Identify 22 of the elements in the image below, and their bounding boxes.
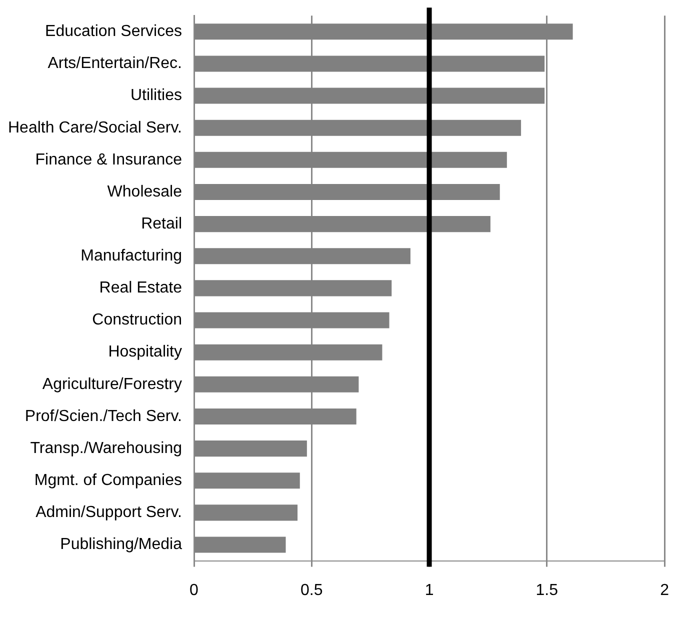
y-tick-label: Manufacturing xyxy=(80,248,182,265)
x-tick-label: 1 xyxy=(424,582,434,599)
y-tick-label: Construction xyxy=(92,312,182,329)
y-tick-label: Admin/Support Serv. xyxy=(36,504,182,522)
y-tick-label: Real Estate xyxy=(99,280,182,297)
y-tick-label: Hospitality xyxy=(108,344,182,361)
y-tick-label: Mgmt. of Companies xyxy=(34,472,182,490)
y-tick-label: Education Services xyxy=(45,23,182,40)
x-tick-label: 0 xyxy=(190,582,199,599)
y-tick-label: Wholesale xyxy=(107,183,182,200)
y-tick-label: Finance & Insurance xyxy=(35,151,182,168)
x-tick-label: 0.5 xyxy=(300,582,323,599)
y-tick-label: Utilities xyxy=(130,87,182,104)
y-tick-label: Transp./Warehousing xyxy=(30,440,182,457)
y-tick-label: Health Care/Social Serv. xyxy=(8,119,182,136)
x-tick-label: 1.5 xyxy=(536,582,558,599)
y-tick-label: Agriculture/Forestry xyxy=(42,376,182,393)
y-tick-label: Arts/Entertain/Rec. xyxy=(48,55,182,72)
y-tick-label: Publishing/Media xyxy=(60,536,182,554)
y-tick-label: Prof/Scien./Tech Serv. xyxy=(24,408,182,425)
x-tick-label: 2 xyxy=(660,582,670,599)
y-tick-label: Retail xyxy=(141,215,182,232)
